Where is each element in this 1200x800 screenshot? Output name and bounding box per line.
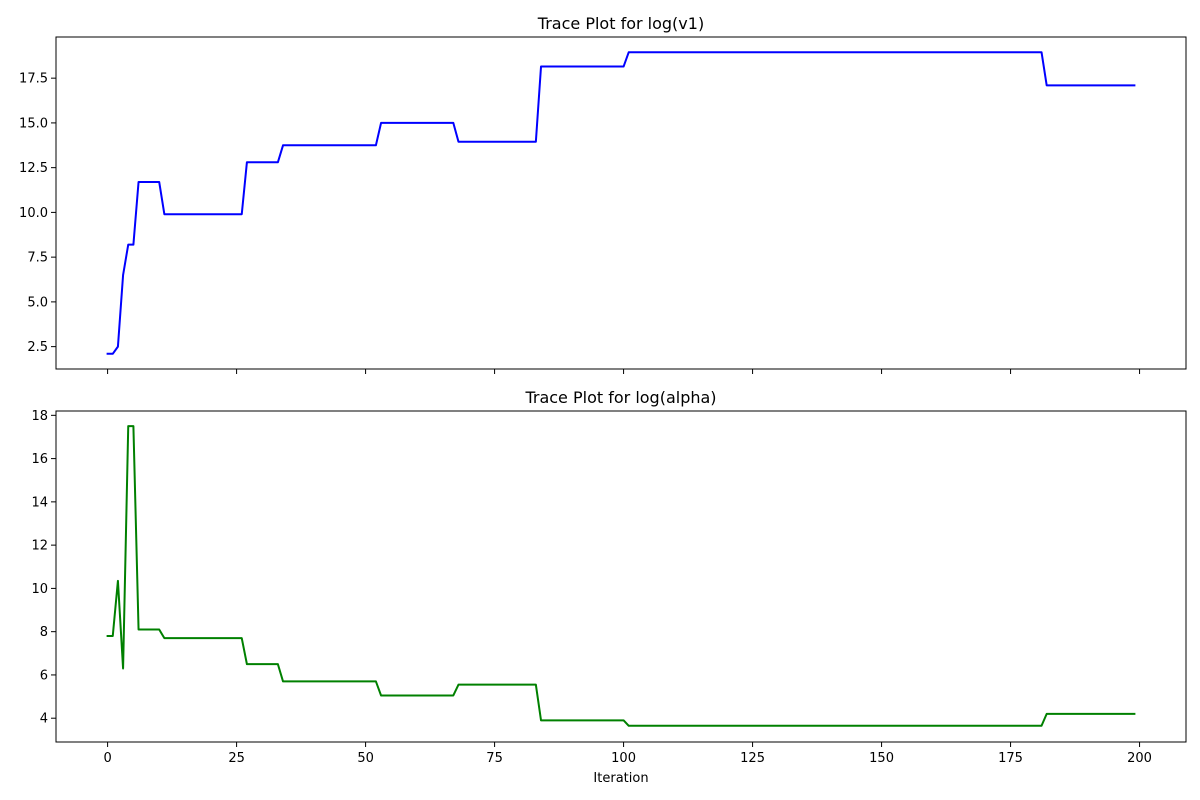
trace-plot-log-alpha-panel: Trace Plot for log(alpha) 0 25 50 75 100 125 15… [31,388,1187,786]
y-tick-label: 10 [31,582,48,597]
y-tick-label: 2.5 [27,340,48,355]
y-tick-label: 6 [40,668,48,683]
x-tick-label: 200 [1127,751,1152,766]
x-axis-label: Iteration [593,771,648,786]
x-tick-label: 50 [357,751,374,766]
series-line [106,425,1136,727]
x-tick-label: 125 [740,751,765,766]
axes-frame [55,410,1187,743]
y-tick-label: 8 [40,625,48,640]
y-tick-label: 15.0 [19,116,48,131]
x-tick-label: 175 [998,751,1023,766]
x-tick-label: 100 [611,751,636,766]
chart-title: Trace Plot for log(alpha) [524,388,716,407]
y-tick-label: 14 [31,495,48,510]
x-tick-label: 0 [103,751,111,766]
trace-plot-log-v1-panel: Trace Plot for log(v1) 2.5 5.0 7.5 10.0 12.5 1… [19,14,1187,374]
chart-title: Trace Plot for log(v1) [537,14,704,33]
y-tick-label: 17.5 [19,72,48,87]
y-tick-label: 7.5 [27,251,48,266]
y-tick-label: 10.0 [19,206,48,221]
x-tick-label: 150 [869,751,894,766]
y-tick-label: 4 [40,712,48,727]
y-tick-label: 16 [31,452,48,467]
y-tick-label: 5.0 [27,295,48,310]
axes-frame [55,36,1187,370]
y-tick-label: 12 [31,539,48,554]
series-line [106,51,1136,355]
y-tick-label: 18 [31,409,48,424]
x-tick-label: 75 [486,751,503,766]
x-tick-label: 25 [228,751,245,766]
y-tick-label: 12.5 [19,161,48,176]
